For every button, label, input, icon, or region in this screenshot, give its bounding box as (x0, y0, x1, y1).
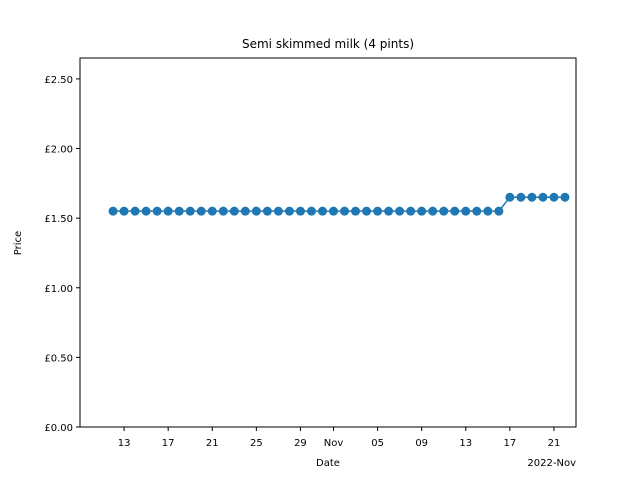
data-point (185, 206, 195, 216)
data-point (516, 192, 526, 202)
y-tick-label: £2.50 (44, 75, 73, 86)
data-point (428, 206, 438, 216)
data-point (472, 206, 482, 216)
data-point (295, 206, 305, 216)
y-tick-label: £0.00 (44, 423, 73, 434)
x-tick-label: 17 (503, 438, 516, 449)
chart-title: Semi skimmed milk (4 pints) (242, 37, 414, 51)
data-point (384, 206, 394, 216)
data-point (461, 206, 471, 216)
data-point (351, 206, 361, 216)
x-tick-label: 29 (294, 438, 307, 449)
data-point (251, 206, 261, 216)
data-point (306, 206, 316, 216)
data-point (108, 206, 118, 216)
data-point (395, 206, 405, 216)
data-point (538, 192, 548, 202)
data-point (549, 192, 559, 202)
plot-frame (79, 57, 577, 428)
data-point (362, 206, 372, 216)
data-point (505, 192, 515, 202)
x-axis-label: Date (316, 458, 340, 469)
x-tick-label: 13 (459, 438, 472, 449)
data-point (218, 206, 228, 216)
series-layer (108, 192, 570, 216)
data-point (494, 206, 504, 216)
data-point (317, 206, 327, 216)
data-point (340, 206, 350, 216)
x-tick-label: 05 (371, 438, 384, 449)
y-tick-label: £1.50 (44, 214, 73, 225)
data-point (329, 206, 339, 216)
data-point (284, 206, 294, 216)
x-axis: 13 17 21 25 29 Nov 05 09 13 17 21 (118, 427, 561, 449)
x-tick-label: 17 (162, 438, 175, 449)
data-point (207, 206, 217, 216)
y-tick-label: £0.50 (44, 353, 73, 364)
data-point (439, 206, 449, 216)
data-point (417, 206, 427, 216)
data-point (174, 206, 184, 216)
x-tick-label: 21 (548, 438, 561, 449)
data-point (450, 206, 460, 216)
y-axis-label: Price (13, 231, 24, 255)
data-point (152, 206, 162, 216)
data-point (483, 206, 493, 216)
data-point (373, 206, 383, 216)
y-axis: £0.00 £0.50 £1.00 £1.50 £2.00 £2.50 (44, 75, 80, 434)
x-tick-label: Nov (324, 438, 344, 449)
data-point (119, 206, 129, 216)
data-point (527, 192, 537, 202)
data-point (273, 206, 283, 216)
data-point (240, 206, 250, 216)
data-point (560, 192, 570, 202)
x-tick-label: 09 (415, 438, 428, 449)
x-axis-offset-label: 2022-Nov (527, 458, 576, 469)
data-point (196, 206, 206, 216)
x-tick-label: 13 (118, 438, 131, 449)
data-point (141, 206, 151, 216)
data-point (130, 206, 140, 216)
data-point (163, 206, 173, 216)
data-point (406, 206, 416, 216)
y-tick-label: £1.00 (44, 284, 73, 295)
y-tick-label: £2.00 (44, 145, 73, 156)
data-point (229, 206, 239, 216)
plot-area (79, 57, 577, 428)
x-tick-label: 25 (250, 438, 263, 449)
data-point (262, 206, 272, 216)
x-tick-label: 21 (206, 438, 219, 449)
